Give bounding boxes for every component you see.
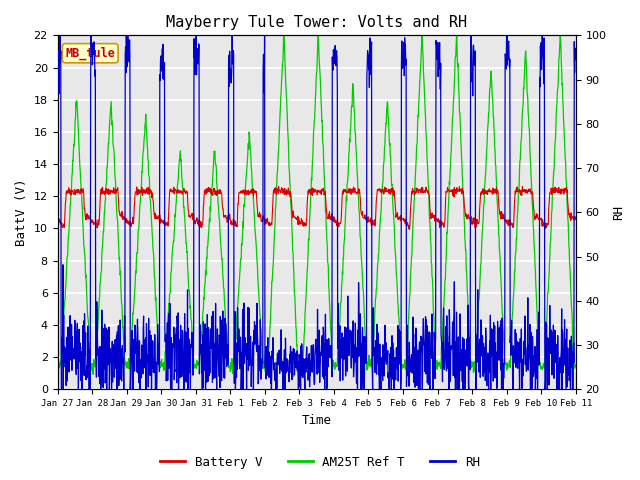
Y-axis label: RH: RH (612, 205, 625, 220)
Y-axis label: BattV (V): BattV (V) (15, 179, 28, 246)
X-axis label: Time: Time (301, 414, 332, 427)
Legend: Battery V, AM25T Ref T, RH: Battery V, AM25T Ref T, RH (155, 451, 485, 474)
Text: MB_tule: MB_tule (65, 47, 115, 60)
Title: Mayberry Tule Tower: Volts and RH: Mayberry Tule Tower: Volts and RH (166, 15, 467, 30)
